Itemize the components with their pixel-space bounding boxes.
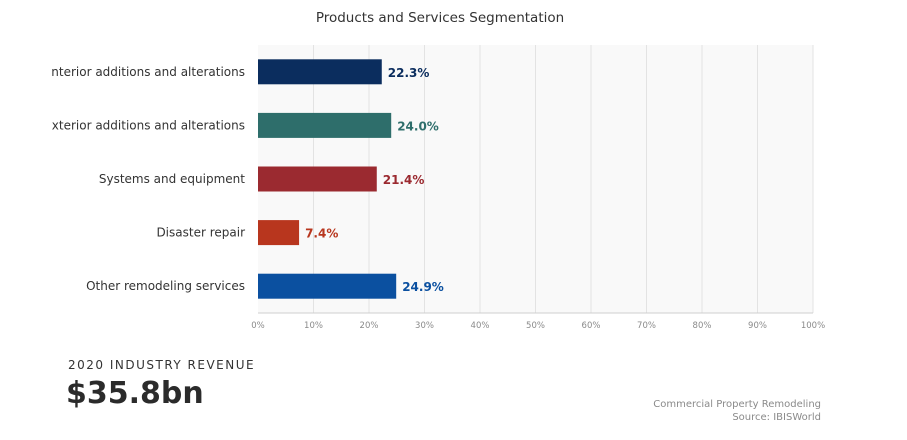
x-tick-label: 60% — [582, 321, 601, 331]
x-tick-label: 80% — [693, 321, 712, 331]
industry-name: Commercial Property Remodeling — [653, 399, 821, 410]
chart-title: Products and Services Segmentation — [316, 10, 564, 26]
bars: nterior additions and alterations 22.3% xt… — [51, 59, 444, 299]
x-tick-label: 100% — [801, 321, 825, 331]
x-axis-ticks: 0% 10% 20% 30% 40% 50% 60% 70% 80% 90% 100% — [251, 321, 825, 331]
data-label: 7.4% — [305, 227, 338, 241]
bar — [258, 166, 377, 192]
category-label: Systems and equipment — [99, 172, 245, 186]
category-label: Other remodeling services — [86, 279, 245, 293]
category-label: xterior additions and alterations — [52, 118, 245, 132]
x-tick-label: 90% — [748, 321, 767, 331]
bar — [258, 220, 300, 246]
bar — [258, 59, 382, 85]
x-tick-label: 20% — [360, 321, 379, 331]
x-tick-label: 40% — [471, 321, 490, 331]
bar — [258, 273, 397, 299]
data-label: 24.9% — [402, 280, 444, 294]
x-tick-label: 30% — [415, 321, 434, 331]
x-tick-label: 50% — [526, 321, 545, 331]
x-tick-label: 10% — [304, 321, 323, 331]
x-tick-label: 0% — [251, 321, 265, 331]
revenue-value: $35.8bn — [66, 376, 204, 411]
segmentation-chart: Products and Services Segmentation nteri… — [51, 10, 825, 331]
data-label: 22.3% — [388, 66, 430, 80]
x-tick-label: 70% — [637, 321, 656, 331]
source-text: Source: IBISWorld — [732, 412, 821, 423]
revenue-label: 2020 INDUSTRY REVENUE — [68, 358, 256, 372]
data-label: 21.4% — [383, 173, 425, 187]
source-block: Commercial Property Remodeling Source: I… — [653, 398, 821, 424]
category-label: nterior additions and alterations — [51, 65, 245, 79]
category-label: Disaster repair — [156, 226, 245, 240]
data-label: 24.0% — [397, 119, 439, 133]
bar — [258, 112, 392, 138]
